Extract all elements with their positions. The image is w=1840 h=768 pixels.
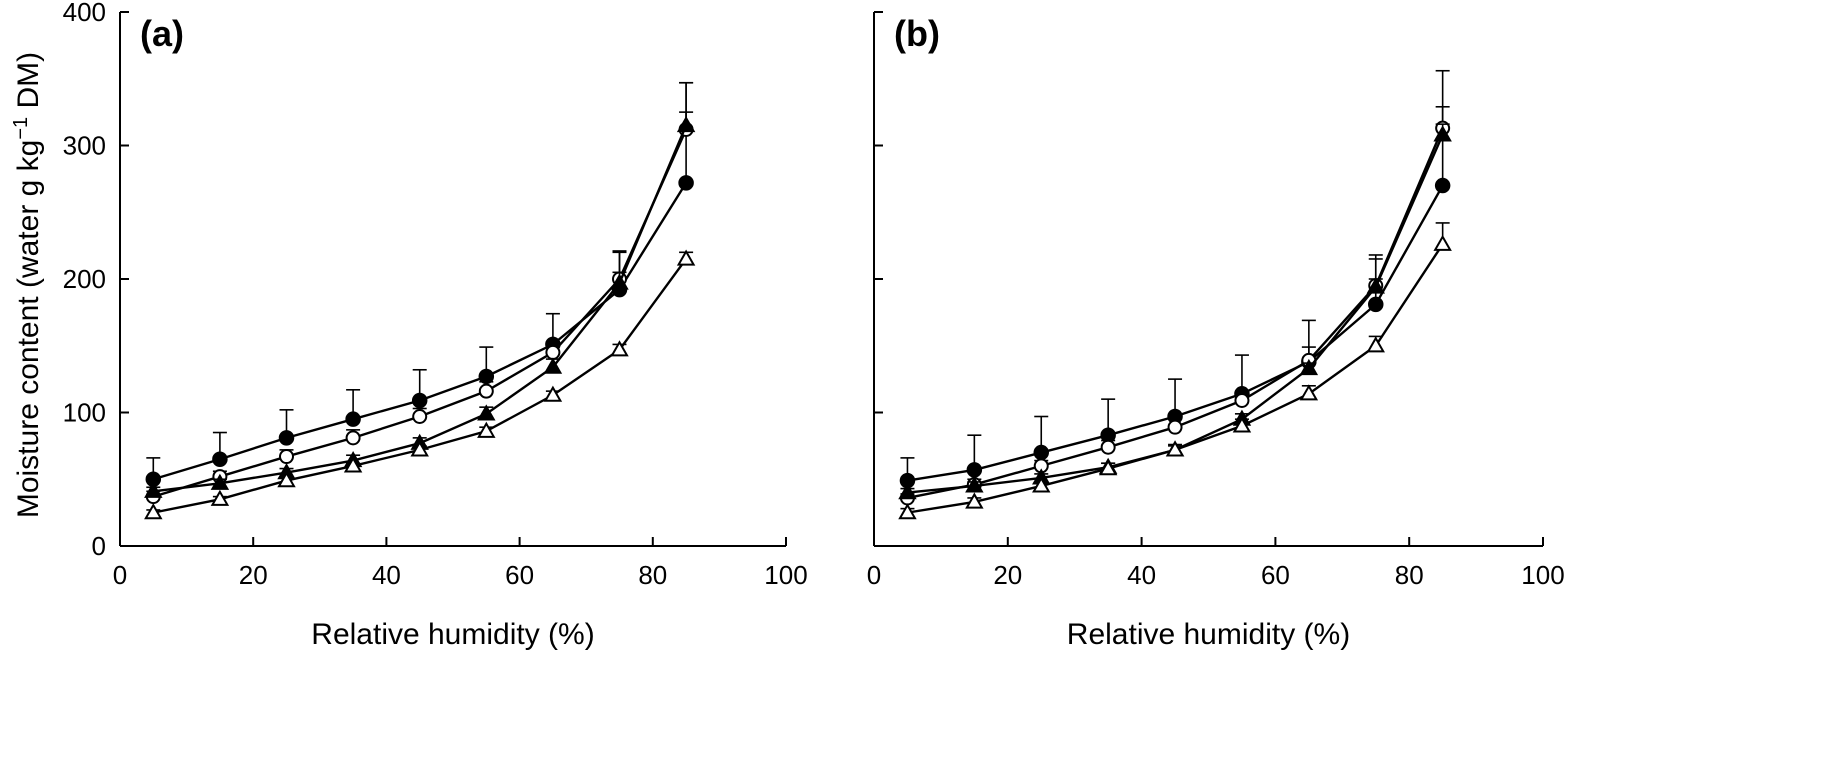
panel-a-y-tick-label: 0 xyxy=(92,531,106,561)
data-point xyxy=(212,451,228,467)
panel-a-x-tick-label: 40 xyxy=(372,560,401,590)
data-point xyxy=(345,411,361,427)
data-point xyxy=(477,421,496,438)
data-point xyxy=(965,476,984,493)
panel-a-x-tick-label: 20 xyxy=(239,560,268,590)
panel-b-x-axis-title: Relative humidity (%) xyxy=(1067,618,1350,651)
data-point xyxy=(343,456,363,473)
data-point xyxy=(1368,296,1384,313)
data-point xyxy=(1167,419,1183,435)
data-point xyxy=(898,503,917,520)
panel-b-label: (b) xyxy=(894,13,940,54)
data-point xyxy=(144,503,163,520)
data-point xyxy=(610,273,629,290)
data-point xyxy=(1433,125,1452,142)
panel-a-series-filled-triangle xyxy=(144,111,696,498)
data-point xyxy=(1299,384,1319,401)
data-point xyxy=(1232,416,1252,433)
panel-b-x-tick-label: 40 xyxy=(1127,560,1156,590)
data-point xyxy=(1032,476,1051,493)
data-point xyxy=(1165,440,1185,457)
series-line xyxy=(907,184,1444,482)
data-point xyxy=(965,492,984,509)
data-point xyxy=(1434,177,1451,194)
panel-b-series-open-triangle xyxy=(898,222,1452,520)
data-point xyxy=(478,383,494,399)
panel-a-y-tick-label: 200 xyxy=(63,264,106,294)
data-point xyxy=(1433,234,1452,251)
panel-b-x-tick-label: 0 xyxy=(867,560,881,590)
data-point xyxy=(966,462,983,478)
data-point xyxy=(1033,444,1049,461)
data-point xyxy=(543,385,563,402)
panel-a-y-axis-title: Moisture content (water g kg−1 DM) xyxy=(10,52,45,518)
panel-a-y-tick-label: 100 xyxy=(63,398,106,428)
data-point xyxy=(144,481,163,498)
panel-a-x-axis-title: Relative humidity (%) xyxy=(311,618,594,651)
data-point xyxy=(277,471,296,488)
data-point xyxy=(1100,439,1116,455)
data-point xyxy=(1366,277,1385,294)
panel-a-y-tick-label: 400 xyxy=(63,0,106,27)
data-point xyxy=(412,409,428,425)
panel-b-series-open-circle xyxy=(899,69,1451,506)
panel-a-x-tick-label: 60 xyxy=(505,560,534,590)
data-point xyxy=(278,430,295,446)
data-point xyxy=(210,489,230,506)
data-point xyxy=(410,440,429,457)
panel-a-series-filled-circle xyxy=(145,81,694,487)
data-point xyxy=(1234,392,1250,408)
panel-b-x-tick-label: 20 xyxy=(993,560,1022,590)
panel-a-x-tick-label: 100 xyxy=(764,560,807,590)
data-point xyxy=(411,392,428,409)
data-point xyxy=(676,249,696,266)
panel-b-x-tick-label: 80 xyxy=(1395,560,1424,590)
panel-a-x-tick-label: 80 xyxy=(638,560,667,590)
data-point xyxy=(1366,336,1385,353)
panel-b-x-tick-label: 100 xyxy=(1521,560,1564,590)
data-point xyxy=(676,115,696,133)
data-point xyxy=(1098,459,1118,476)
data-point xyxy=(210,473,230,490)
panel-a-chart: 0 20 40 60 80 100 0 100 200 300 400 Relative humidi… xyxy=(10,0,808,651)
data-point xyxy=(345,430,361,446)
panel-b-x-tick-label: 60 xyxy=(1261,560,1290,590)
panel-b-chart: 0 20 40 60 80 100 Relative humidity (%) (b) xyxy=(867,11,1565,651)
data-point xyxy=(610,340,629,357)
data-point xyxy=(545,344,561,360)
data-point xyxy=(477,404,496,421)
data-point xyxy=(543,357,563,374)
data-point xyxy=(279,449,294,465)
panel-a-series-open-triangle xyxy=(144,249,696,520)
data-point xyxy=(1299,358,1319,376)
data-point xyxy=(898,483,917,500)
panel-a-x-tick-label: 0 xyxy=(113,560,127,590)
panel-a-label: (a) xyxy=(140,13,184,54)
panel-a-y-tick-label: 300 xyxy=(63,131,106,161)
data-point xyxy=(678,175,694,191)
series-line xyxy=(907,134,1444,494)
